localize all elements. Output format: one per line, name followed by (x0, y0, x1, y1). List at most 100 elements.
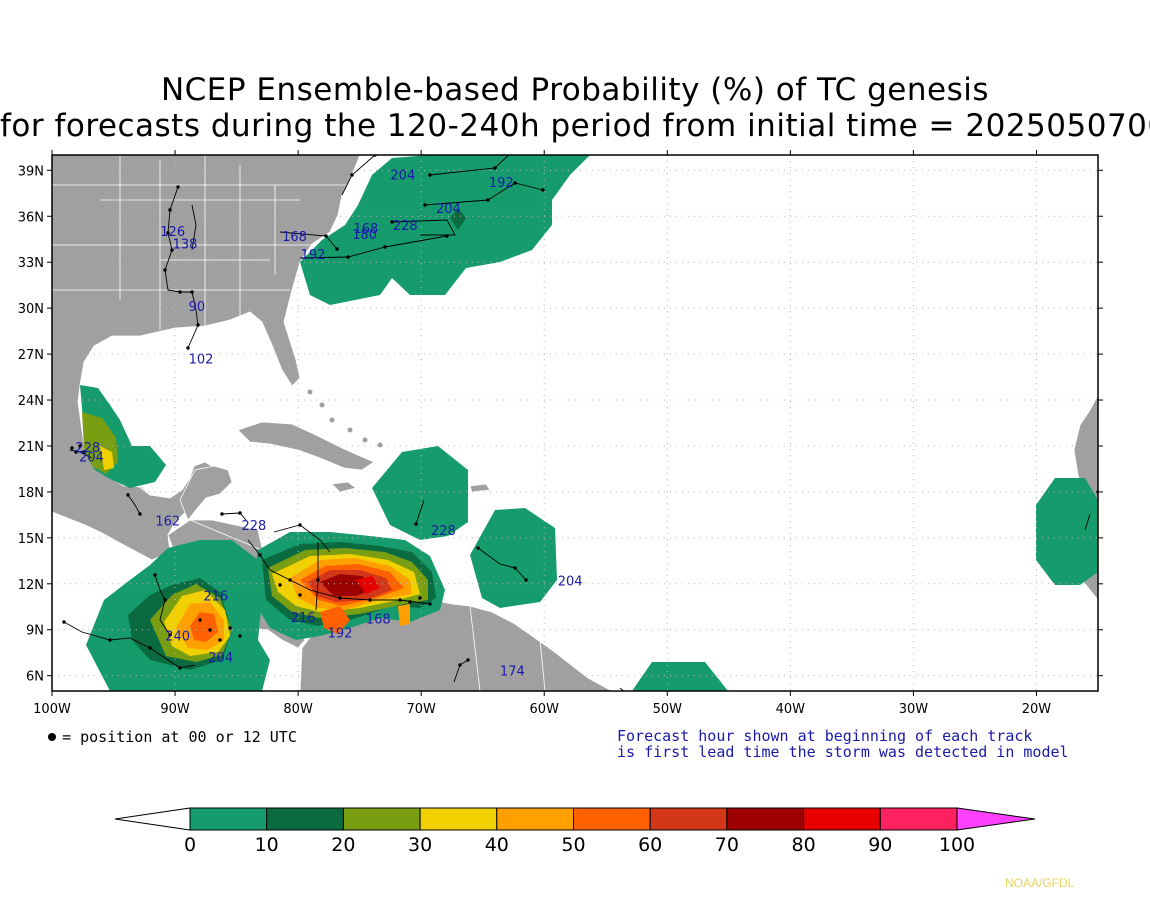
legend-dot-note: = position at 00 or 12 UTC (44, 728, 297, 746)
track-forecast-hour-label: 168 (366, 613, 391, 628)
prob-region-mid-atlantic (300, 155, 590, 305)
track-forecast-hour-label: 216 (291, 611, 316, 626)
track-forecast-hour-label: 174 (500, 665, 525, 680)
lat-label: 21N (18, 440, 44, 455)
forecast-note-line2: is first lead time the storm was detecte… (617, 743, 1069, 761)
lat-label: 36N (18, 210, 44, 225)
lon-label: 70W (406, 702, 436, 717)
track-forecast-hour-label: 138 (173, 237, 198, 252)
colorbar-tick-label: 90 (868, 834, 892, 856)
lat-label: 9N (26, 624, 44, 639)
track-forecast-hour-label: 162 (155, 515, 180, 530)
track-forecast-hour-label: 180 (352, 228, 377, 243)
land-cuba (237, 421, 375, 471)
colorbar-swatch (879, 807, 958, 831)
track-forecast-hour-label: 204 (390, 169, 415, 184)
lat-label: 6N (26, 670, 44, 685)
track-forecast-hour-label: 168 (282, 230, 307, 245)
colorbar-swatch (726, 807, 805, 831)
map-frame (51, 154, 1099, 692)
lat-label: 33N (18, 256, 44, 271)
colorbar-tick-label: 100 (939, 834, 975, 856)
track-forecast-hour-label: 228 (431, 524, 456, 539)
legend-dot-text: = position at 00 or 12 UTC (62, 728, 297, 746)
land-north-america (52, 155, 361, 561)
lon-label: 100W (33, 702, 71, 717)
prob-region-caribbean-south (398, 604, 410, 626)
track-forecast-hour-label: 102 (189, 352, 214, 367)
colorbar-swatch (803, 807, 881, 831)
track-forecast-hour-label: 192 (328, 626, 353, 641)
map-title: NCEP Ensemble-based Probability (%) of T… (160, 72, 990, 108)
lat-label: 27N (18, 348, 44, 363)
prob-region-gulf-west-40 (100, 446, 114, 470)
prob-region-hispaniola (372, 446, 468, 540)
credit-text: NOAA/GFDL (1005, 876, 1075, 890)
colorbar-tick-label: 0 (184, 834, 196, 856)
prob-region-east-pacific-60 (190, 612, 218, 642)
land-bahamas (307, 389, 383, 448)
colorbar-tick-label: 20 (331, 834, 355, 856)
lat-label: 18N (18, 486, 44, 501)
colorbar-tick-label: 40 (485, 834, 509, 856)
colorbar-swatch (266, 807, 344, 831)
track-forecast-hour-label: 192 (301, 248, 326, 263)
track-forecast-hour-label: 216 (203, 590, 228, 605)
forecast-hour-note: Forecast hour shown at beginning of each… (617, 728, 1069, 760)
land-puerto-rico (469, 483, 491, 493)
prob-region-caribbean-tail-orange (320, 606, 350, 634)
colorbar-swatch (573, 807, 651, 831)
lat-label: 12N (18, 578, 44, 593)
prob-region-caribbean-90 (356, 576, 380, 594)
colorbar-swatch (649, 807, 728, 831)
lat-label: 15N (18, 532, 44, 547)
lat-label: 30N (18, 302, 44, 317)
track-forecast-hour-label: 192 (489, 176, 514, 191)
land-jamaica (331, 481, 357, 493)
colorbar-tick-label: 80 (792, 834, 816, 856)
colorbar: 0 10 20 30 40 50 60 70 80 90 100 (114, 807, 1036, 856)
colorbar-below-triangle (114, 807, 191, 831)
track-forecast-hour-label: 204 (208, 651, 233, 666)
colorbar-swatch (342, 807, 421, 831)
track-forecast-hour-label: 228 (75, 441, 100, 456)
track-forecast-hour-label: 204 (436, 202, 461, 217)
lon-label: 40W (776, 702, 806, 717)
track-forecast-hour-label: 204 (558, 574, 583, 589)
colorbar-above-triangle (956, 807, 1036, 831)
track-forecast-hour-label: 204 (79, 450, 104, 465)
prob-region-south-tail (632, 662, 728, 691)
lon-label: 80W (283, 702, 313, 717)
probability-layer (80, 155, 1098, 691)
track-forecast-hour-label: 90 (189, 300, 206, 315)
track-forecast-hour-label: 168 (353, 222, 378, 237)
lon-label: 20W (1022, 702, 1052, 717)
colorbar-tick-label: 30 (408, 834, 432, 856)
lat-label: 39N (18, 164, 44, 179)
axis-layer: 39N 36N 33N 30N 27N 24N 21N 18N 15N 12N 9N 6N 100W 90… (18, 150, 1103, 717)
colorbar-tick-label: 50 (561, 834, 585, 856)
forecast-note-line1: Forecast hour shown at beginning of each… (617, 727, 1033, 745)
colorbar-tick-label: 70 (715, 834, 739, 856)
land-yucatan (179, 465, 233, 521)
track-forecast-hour-label: 126 (160, 225, 185, 240)
track-forecast-hour-label: 228 (242, 519, 267, 534)
colorbar-tick-label: 60 (638, 834, 662, 856)
prob-region-windward (470, 508, 557, 608)
lon-label: 60W (530, 702, 560, 717)
prob-region-africa (1036, 478, 1098, 585)
lon-label: 30W (899, 702, 929, 717)
lon-label: 90W (160, 702, 190, 717)
graticule (52, 155, 1098, 691)
track-forecast-hour-label: 228 (393, 219, 418, 234)
prob-region-mid-atlantic-core (450, 208, 466, 230)
lat-label: 24N (18, 394, 44, 409)
map-subtitle: for forecasts during the 120-240h period… (0, 108, 1150, 144)
colorbar-swatch (496, 807, 574, 831)
lon-label: 50W (653, 702, 683, 717)
colorbar-tick-label: 10 (255, 834, 279, 856)
colorbar-swatch (189, 807, 268, 831)
track-positions (62, 155, 1098, 670)
